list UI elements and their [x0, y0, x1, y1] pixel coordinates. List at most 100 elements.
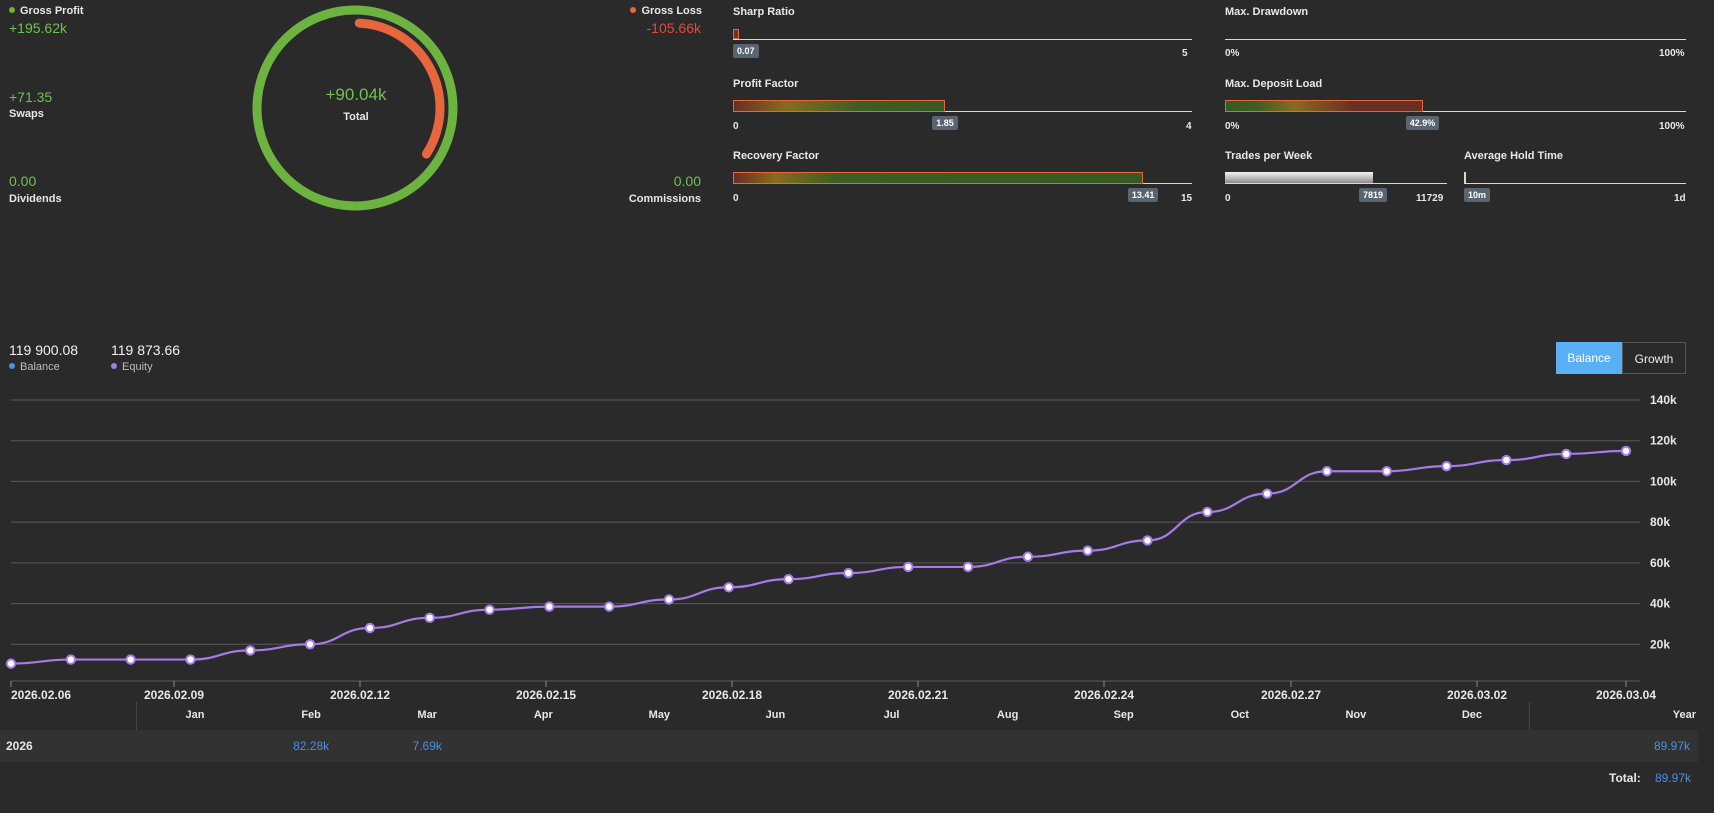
profit-factor-max: 4 — [1186, 121, 1192, 132]
month-header: Sep — [1113, 709, 1134, 721]
avg-hold-time-track — [1464, 183, 1686, 184]
sharp-ratio-track — [733, 39, 1192, 40]
equity-legend: Equity — [111, 361, 153, 373]
balance-legend: Balance — [9, 361, 60, 373]
max-deposit-load-bar — [1225, 100, 1423, 112]
avg-hold-time-title: Average Hold Time — [1464, 150, 1564, 162]
equity-point — [245, 645, 256, 656]
balance-value: 119 900.08 — [9, 342, 79, 358]
month-header: Jan — [185, 709, 205, 721]
equity-point — [1261, 488, 1273, 499]
avg-hold-time-min: 10m — [1464, 188, 1491, 202]
trades-per-week-min: 0 — [1225, 193, 1231, 204]
balance-dot-icon — [9, 363, 15, 370]
max-deposit-load-value-tag: 42.9% — [1405, 116, 1440, 130]
y-tick-label: 140k — [1650, 393, 1677, 407]
month-header: Jun — [765, 709, 786, 721]
equity-line — [10, 449, 1627, 665]
avg-hold-time-marker — [1464, 172, 1466, 183]
recovery-factor-max: 15 — [1181, 193, 1193, 204]
balance-toggle-button[interactable]: Balance — [1556, 342, 1622, 374]
profit-factor-value-tag: 1.85 — [932, 116, 958, 130]
avg-hold-time-max: 1d — [1674, 193, 1686, 204]
year-header: Year — [1672, 709, 1696, 721]
trades-per-week-max: 11729 — [1416, 193, 1444, 204]
y-tick-label: 20k — [1650, 637, 1670, 651]
equity-point — [5, 658, 17, 669]
equity-line-chart: 20k 40k 60k 80k 100k 120k 140k 2026.02.06 2026.0… — [5, 393, 1677, 702]
equity-point — [1620, 445, 1632, 457]
equity-point — [1202, 506, 1213, 518]
sharp-ratio-bar — [733, 29, 740, 39]
swaps-value: +71.35 — [9, 89, 53, 105]
equity-point — [1560, 448, 1572, 460]
y-tick-label: 60k — [1650, 556, 1670, 570]
growth-toggle-button[interactable]: Growth — [1622, 342, 1686, 374]
y-tick-label: 100k — [1650, 474, 1677, 488]
gross-profit-label: Gross Profit — [9, 5, 84, 17]
swaps-label: Swaps — [9, 108, 44, 120]
recovery-factor-value-tag: 13.41 — [1127, 188, 1159, 202]
x-tick-label: 2026.03.02 — [1447, 688, 1507, 702]
dividends-label: Dividends — [9, 193, 62, 205]
y-tick-label: 120k — [1650, 434, 1677, 448]
equity-point — [1142, 535, 1153, 546]
max-drawdown-max: 100% — [1659, 48, 1685, 59]
gross-loss-value: -105.66k — [646, 20, 701, 36]
month-header: Apr — [533, 709, 553, 721]
month-header: Nov — [1345, 709, 1367, 721]
equity-point — [1321, 466, 1333, 477]
equity-value: 119 873.66 — [111, 342, 181, 358]
total-footer-label: Total: — [1609, 771, 1641, 785]
sharp-ratio-title: Sharp Ratio — [733, 6, 795, 18]
max-drawdown-track — [1225, 39, 1686, 40]
total-footer-value: 89.97k — [1655, 771, 1692, 785]
profit-factor-min: 0 — [733, 121, 739, 132]
recovery-factor-title: Recovery Factor — [733, 150, 820, 162]
commissions-label: Commissions — [628, 193, 701, 205]
total-label: Total — [343, 111, 369, 123]
month-header: Aug — [996, 709, 1019, 721]
equity-point — [364, 622, 376, 634]
month-header: Feb — [301, 709, 321, 721]
gross-loss-label: Gross Loss — [630, 5, 702, 17]
recovery-factor-min: 0 — [733, 193, 739, 204]
equity-point — [544, 601, 555, 612]
y-tick-label: 40k — [1650, 597, 1670, 611]
row-year: 2026 — [6, 739, 33, 753]
equity-point — [185, 654, 196, 665]
equity-point — [783, 573, 794, 585]
x-tick-label: 2026.03.04 — [1596, 688, 1656, 702]
max-deposit-load-track — [1225, 111, 1686, 112]
max-deposit-load-title: Max. Deposit Load — [1225, 78, 1323, 90]
month-header: Mar — [417, 709, 437, 721]
equity-point — [1501, 454, 1512, 466]
equity-point — [65, 654, 77, 665]
table-row: 2026 82.28k 7.69k 89.97k — [0, 730, 1698, 762]
equity-dot-icon — [111, 363, 117, 370]
equity-point — [723, 582, 734, 593]
equity-point — [903, 561, 914, 573]
equity-point — [663, 594, 675, 605]
max-drawdown-title: Max. Drawdown — [1225, 6, 1309, 18]
month-header: Dec — [1461, 709, 1483, 721]
commissions-value: 0.00 — [673, 173, 701, 189]
ring-profit-arc — [252, 5, 458, 211]
ring-loss-arc — [354, 18, 445, 159]
x-tick-label: 2026.02.24 — [1074, 688, 1134, 702]
x-tick-label: 2026.02.12 — [330, 688, 390, 702]
equity-point — [962, 561, 974, 573]
gross-loss-dot-icon — [630, 7, 637, 14]
month-value: 7.69k — [412, 739, 442, 753]
equity-point — [424, 612, 435, 624]
trades-per-week-track — [1225, 183, 1447, 184]
row-year-total: 89.97k — [1653, 739, 1690, 753]
max-drawdown-min: 0% — [1225, 48, 1240, 59]
equity-point — [1381, 466, 1392, 477]
trades-per-week-title: Trades per Week — [1225, 150, 1313, 162]
sharp-ratio-value-tag: 0.07 — [733, 44, 759, 58]
equity-point — [1441, 460, 1452, 472]
x-tick-label: 2026.02.27 — [1261, 688, 1321, 702]
equity-point — [603, 601, 615, 612]
profit-loss-ring-chart — [252, 5, 458, 211]
